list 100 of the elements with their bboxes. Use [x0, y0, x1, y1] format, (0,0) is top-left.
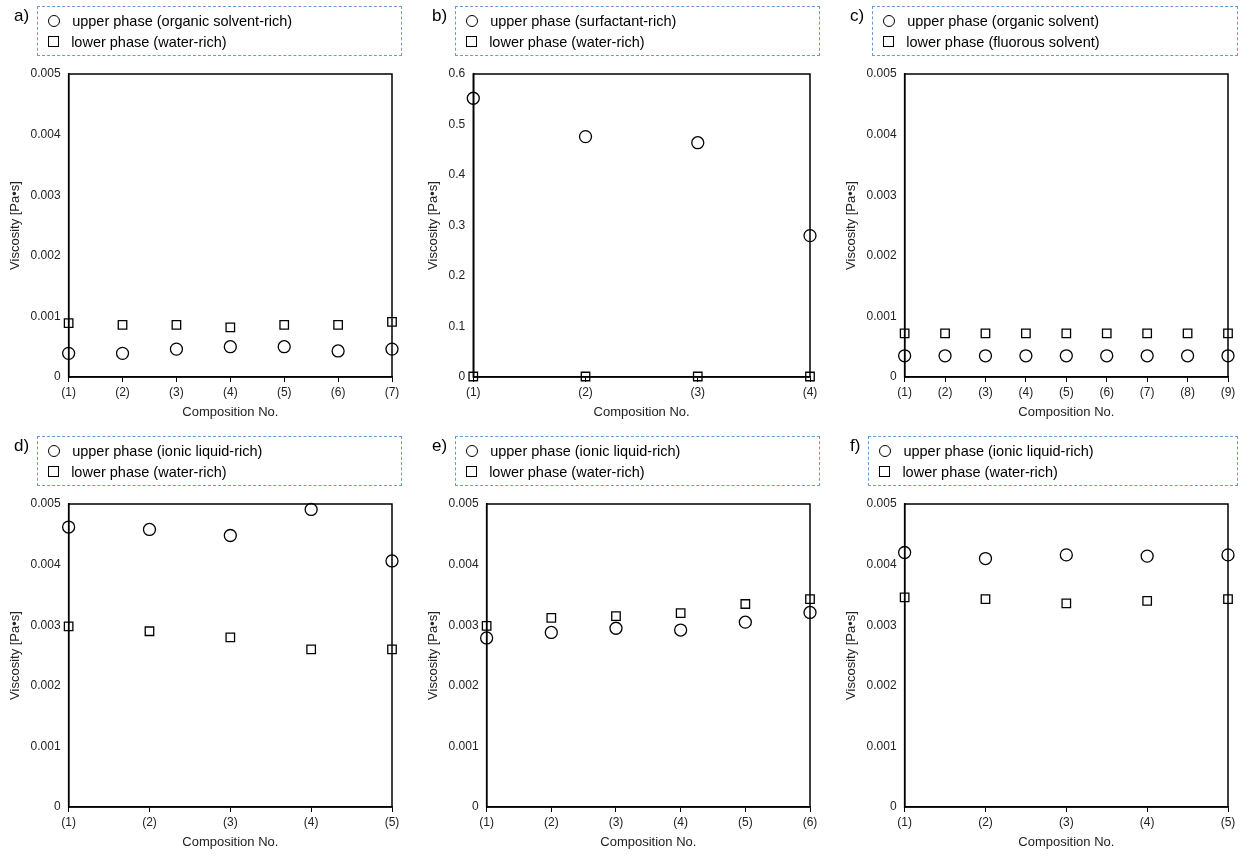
y-tick-label: 0.002 [30, 678, 61, 693]
x-tick-label: (2) [937, 384, 953, 399]
y-axis-title: Viscosity [Pa•s] [7, 611, 23, 700]
legend-label: lower phase (water-rich) [71, 33, 227, 50]
y-tick-label: 0.001 [448, 738, 479, 753]
x-tick-label: (1) [897, 814, 912, 829]
x-tick-label: (5) [384, 814, 400, 829]
x-tick-label: (3) [222, 814, 238, 829]
y-tick-label: 0.003 [448, 617, 479, 632]
legend-label: lower phase (water-rich) [71, 463, 227, 480]
x-tick-label: (2) [142, 814, 157, 829]
y-tick-label: 0.001 [30, 738, 61, 753]
y-tick-label: 0.005 [448, 496, 479, 511]
x-tick-label: (2) [115, 384, 130, 399]
y-axis-title: Viscosity [Pa•s] [843, 181, 859, 270]
y-axis-title: Viscosity [Pa•s] [425, 611, 441, 700]
y-tick-label: 0.002 [866, 248, 897, 263]
y-tick-label: 0.1 [448, 318, 466, 333]
y-tick-label: 0.005 [866, 66, 897, 81]
y-tick-label: 0 [458, 369, 466, 384]
y-tick-label: 0 [53, 369, 61, 384]
x-tick-label: (7) [1139, 384, 1155, 399]
y-tick-label: 0.003 [866, 187, 897, 202]
x-tick-label: (4) [802, 384, 818, 399]
x-tick-label: (4) [222, 384, 238, 399]
y-tick-label: 0.005 [866, 496, 897, 511]
x-tick-label: (3) [978, 384, 993, 399]
chart-title: d) [14, 436, 30, 456]
legend-label: upper phase (ionic liquid-rich) [72, 442, 263, 459]
x-axis-title: Composition No. [182, 403, 279, 419]
legend-label: upper phase (ionic liquid-rich) [490, 442, 681, 459]
legend-label: upper phase (organic solvent-rich) [72, 12, 293, 29]
y-tick-label: 0.4 [448, 167, 466, 182]
x-tick-label: (6) [802, 814, 818, 829]
x-tick-label: (6) [1099, 384, 1115, 399]
y-tick-label: 0.3 [448, 217, 466, 232]
x-tick-label: (1) [897, 384, 912, 399]
y-tick-label: 0.004 [30, 126, 61, 141]
x-tick-label: (7) [384, 384, 400, 399]
chart-title: f) [850, 436, 861, 456]
legend-label: lower phase (fluorous solvent) [906, 33, 1100, 50]
x-tick-label: (6) [330, 384, 346, 399]
legend-label: lower phase (water-rich) [489, 33, 645, 50]
x-tick-label: (5) [1220, 814, 1236, 829]
x-tick-label: (1) [61, 384, 76, 399]
y-tick-label: 0.2 [448, 268, 466, 283]
x-tick-label: (3) [169, 384, 184, 399]
y-tick-label: 0.6 [448, 66, 466, 81]
x-tick-label: (4) [673, 814, 688, 829]
legend-label: lower phase (water-rich) [902, 463, 1058, 480]
y-tick-label: 0.005 [30, 496, 61, 511]
x-tick-label: (5) [1058, 384, 1074, 399]
y-axis-title: Viscosity [Pa•s] [843, 611, 859, 700]
x-tick-label: (5) [276, 384, 292, 399]
y-tick-label: 0.004 [30, 556, 61, 571]
y-tick-label: 0.003 [30, 187, 61, 202]
x-tick-label: (3) [690, 384, 706, 399]
y-tick-label: 0.003 [866, 617, 897, 632]
x-tick-label: (4) [1018, 384, 1034, 399]
x-tick-label: (4) [1139, 814, 1155, 829]
x-tick-label: (9) [1220, 384, 1236, 399]
legend-label: upper phase (surfactant-rich) [490, 12, 677, 29]
x-tick-label: (3) [608, 814, 624, 829]
y-tick-label: 0 [889, 369, 897, 384]
x-tick-label: (1) [479, 814, 494, 829]
chart-title: b) [432, 6, 448, 26]
chart-title: e) [432, 436, 448, 456]
y-tick-label: 0.002 [448, 678, 479, 693]
x-axis-title: Composition No. [593, 403, 690, 419]
x-tick-label: (4) [303, 814, 319, 829]
y-tick-label: 0 [471, 799, 479, 814]
y-tick-label: 0 [53, 799, 61, 814]
legend-label: upper phase (organic solvent) [907, 12, 1100, 29]
y-axis-title: Viscosity [Pa•s] [425, 181, 441, 270]
x-tick-label: (1) [61, 814, 76, 829]
x-axis-title: Composition No. [182, 833, 279, 849]
y-tick-label: 0.003 [30, 617, 61, 632]
y-tick-label: 0.5 [448, 116, 466, 131]
y-tick-label: 0.005 [30, 66, 61, 81]
x-tick-label: (2) [978, 814, 993, 829]
y-tick-label: 0.001 [30, 308, 61, 323]
chart-title: a) [14, 6, 30, 26]
x-tick-label: (8) [1180, 384, 1195, 399]
y-tick-label: 0.002 [30, 248, 61, 263]
legend-label: upper phase (ionic liquid-rich) [903, 442, 1094, 459]
y-tick-label: 0.001 [866, 308, 897, 323]
y-tick-label: 0.001 [866, 738, 897, 753]
x-tick-label: (2) [578, 384, 593, 399]
legend-label: lower phase (water-rich) [489, 463, 645, 480]
y-tick-label: 0.004 [448, 556, 479, 571]
x-axis-title: Composition No. [1018, 833, 1115, 849]
x-tick-label: (5) [737, 814, 753, 829]
chart-title: c) [850, 6, 865, 26]
y-axis-title: Viscosity [Pa•s] [7, 181, 23, 270]
y-tick-label: 0.004 [866, 126, 897, 141]
y-tick-label: 0.002 [866, 678, 897, 693]
x-tick-label: (2) [543, 814, 559, 829]
y-tick-label: 0.004 [866, 556, 897, 571]
x-tick-label: (3) [1058, 814, 1074, 829]
x-axis-title: Composition No. [1018, 403, 1115, 419]
